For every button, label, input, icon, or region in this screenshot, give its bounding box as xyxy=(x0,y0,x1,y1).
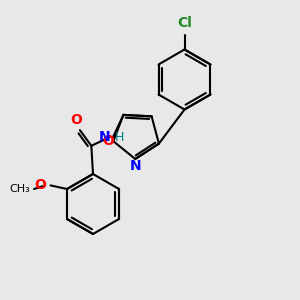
Text: O: O xyxy=(102,134,114,148)
Text: CH₃: CH₃ xyxy=(10,184,30,194)
Text: N: N xyxy=(129,159,141,172)
Text: O: O xyxy=(35,178,46,192)
Text: N: N xyxy=(99,130,110,144)
Text: Cl: Cl xyxy=(177,16,192,30)
Text: H: H xyxy=(115,131,124,144)
Text: O: O xyxy=(70,113,82,127)
